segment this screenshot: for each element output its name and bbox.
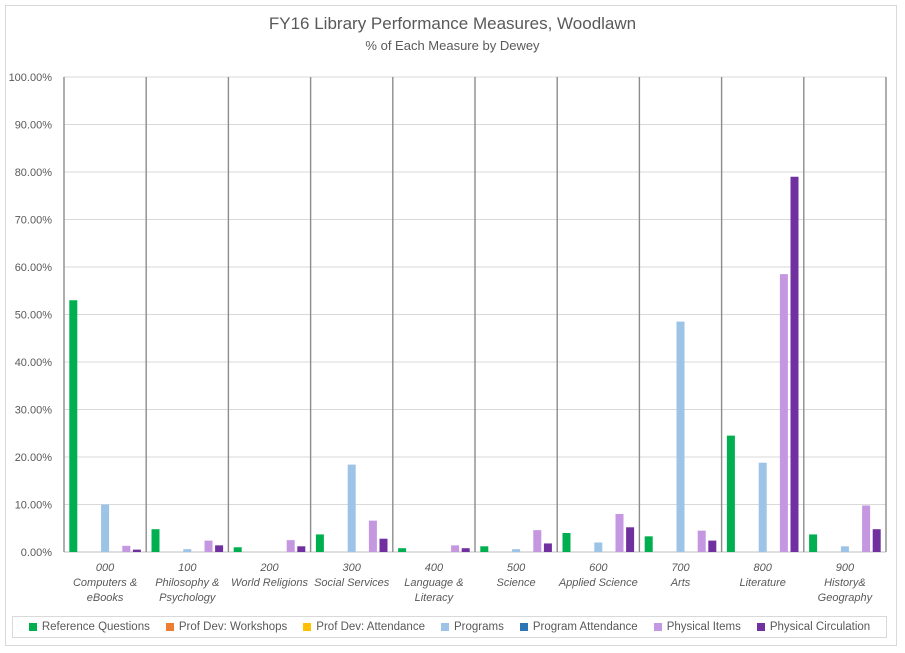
y-tick-label: 40.00% — [15, 357, 53, 369]
legend-swatch — [519, 623, 528, 631]
bar — [398, 548, 407, 552]
bar — [151, 529, 160, 552]
y-tick-label: 70.00% — [15, 215, 53, 227]
bar — [543, 543, 552, 552]
bar — [790, 176, 799, 552]
bar — [233, 547, 242, 552]
chart-subtitle: % of Each Measure by Dewey — [365, 38, 540, 53]
legend-swatch — [440, 623, 449, 631]
y-tick-label: 10.00% — [15, 500, 53, 512]
bar — [872, 529, 881, 552]
x-tick-label: 900 — [836, 562, 855, 574]
legend-item: Programs — [440, 621, 504, 633]
x-tick-label: 000 — [96, 562, 115, 574]
legend-item: Program Attendance — [519, 621, 638, 633]
bar — [840, 546, 849, 552]
bar — [69, 300, 78, 552]
x-tick-label: Geography — [818, 592, 874, 604]
x-tick-label: 400 — [425, 562, 444, 574]
y-tick-label: 60.00% — [15, 262, 53, 274]
legend-swatch — [756, 623, 765, 631]
x-tick-label: Computers & — [73, 577, 137, 589]
bar — [615, 514, 624, 552]
bar — [708, 540, 717, 552]
legend-label: Prof Dev: Workshops — [178, 621, 288, 633]
bar — [347, 464, 356, 552]
x-tick-label: 600 — [589, 562, 608, 574]
bar — [533, 530, 542, 552]
x-tick-label: Psychology — [159, 592, 217, 604]
x-tick-label: Applied Science — [558, 577, 638, 589]
legend-label: Physical Circulation — [769, 621, 871, 633]
bar — [594, 542, 603, 552]
x-tick-label: 300 — [343, 562, 362, 574]
legend-label: Program Attendance — [532, 621, 638, 633]
legend-item: Physical Items — [653, 621, 741, 633]
bar — [315, 534, 324, 552]
chart-title: FY16 Library Performance Measures, Woodl… — [268, 14, 637, 33]
bar — [379, 538, 388, 552]
y-tick-label: 50.00% — [15, 310, 53, 322]
x-tick-label: Literature — [739, 577, 785, 589]
x-tick-label: Philosophy & — [155, 577, 219, 589]
x-tick-label: History& — [824, 577, 866, 589]
bar — [697, 530, 706, 552]
x-tick-label: Science — [497, 577, 536, 589]
bar — [562, 533, 571, 552]
bar — [122, 545, 131, 552]
bar — [286, 540, 295, 552]
x-tick-label: eBooks — [87, 592, 124, 604]
legend-item: Reference Questions — [28, 621, 150, 633]
bar — [862, 505, 871, 552]
legend-item: Physical Circulation — [756, 621, 871, 633]
legend-item: Prof Dev: Workshops — [165, 621, 288, 633]
bar — [132, 549, 141, 552]
x-tick-label: World Religions — [231, 577, 309, 589]
x-tick-label: Literacy — [415, 592, 455, 604]
legend-swatch — [303, 623, 312, 631]
y-tick-label: 80.00% — [15, 167, 53, 179]
bar — [461, 548, 470, 552]
bar — [101, 504, 110, 552]
bar — [215, 545, 224, 552]
bar — [809, 534, 818, 552]
bar — [183, 549, 192, 552]
bar — [368, 520, 377, 552]
x-tick-label: Language & — [404, 577, 463, 589]
bar — [451, 545, 460, 552]
x-tick-label: Arts — [670, 577, 691, 589]
x-tick-label: 200 — [259, 562, 279, 574]
legend-label: Programs — [453, 621, 504, 633]
legend-swatch — [28, 623, 37, 631]
x-tick-label: 500 — [507, 562, 526, 574]
y-tick-label: 20.00% — [15, 452, 53, 464]
y-tick-label: 30.00% — [15, 405, 53, 417]
legend-label: Physical Items — [666, 621, 741, 633]
y-tick-label: 90.00% — [15, 120, 53, 132]
x-tick-label: Social Services — [314, 577, 390, 589]
x-tick-label: 800 — [754, 562, 773, 574]
bar — [676, 321, 685, 552]
bar — [297, 546, 306, 552]
bar — [626, 527, 635, 552]
x-tick-label: 700 — [671, 562, 690, 574]
legend: Reference Questions Prof Dev: Workshops Pr… — [12, 616, 887, 638]
legend-label: Prof Dev: Attendance — [316, 621, 425, 633]
bar — [644, 536, 653, 552]
bar — [480, 546, 489, 552]
legend-label: Reference Questions — [41, 621, 150, 633]
bar — [726, 435, 735, 552]
bar — [779, 274, 788, 552]
bar — [204, 540, 213, 552]
x-tick-label: 100 — [178, 562, 197, 574]
bar — [758, 462, 767, 552]
legend-swatch — [653, 623, 662, 631]
y-tick-label: 100.00% — [9, 72, 53, 84]
y-tick-label: 0.00% — [21, 547, 52, 559]
legend-swatch — [165, 623, 174, 631]
legend-item: Prof Dev: Attendance — [303, 621, 425, 633]
bar — [512, 549, 521, 552]
